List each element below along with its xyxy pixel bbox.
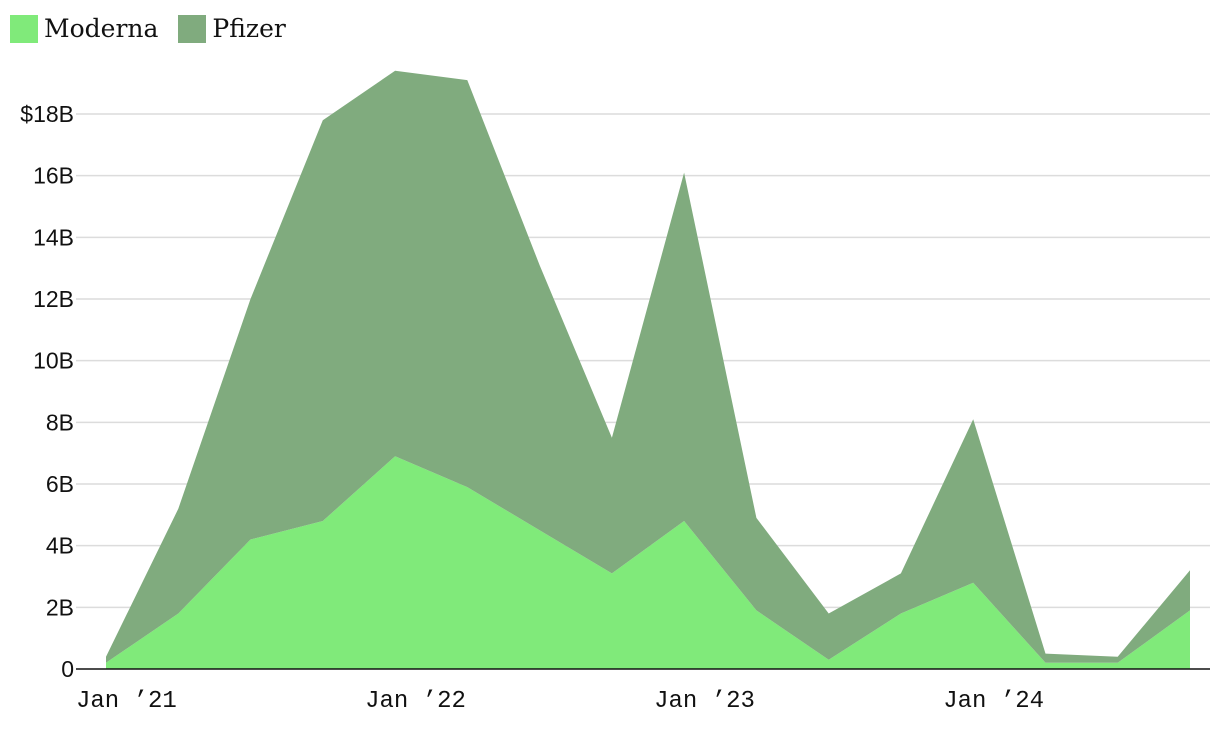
- x-tick-label: Jan ’22: [365, 688, 466, 715]
- y-tick-label: 8B: [46, 409, 74, 435]
- legend-item-pfizer: Pfizer: [178, 14, 286, 43]
- legend-swatch-pfizer: [178, 14, 207, 43]
- x-tick-label: Jan ’24: [943, 688, 1044, 715]
- y-tick-label: 10B: [33, 348, 74, 374]
- y-tick-label: $18B: [20, 101, 74, 127]
- y-tick-label: 6B: [46, 471, 74, 497]
- y-tick-label: 4B: [46, 533, 74, 559]
- legend-label-moderna: Moderna: [44, 14, 159, 43]
- area-pfizer: [106, 70, 1190, 663]
- legend-label-pfizer: Pfizer: [212, 14, 286, 43]
- legend-item-moderna: Moderna: [10, 14, 158, 43]
- y-tick-label: 2B: [46, 594, 74, 620]
- legend-swatch-moderna: [10, 14, 38, 43]
- y-tick-label: 16B: [33, 163, 74, 189]
- area-layers: [106, 70, 1190, 669]
- y-tick-label: 12B: [33, 286, 74, 312]
- area-moderna: [106, 456, 1190, 669]
- x-tick-label: Jan ’23: [654, 688, 755, 715]
- y-axis-ticks: 0 2B 4B 6B 8B 10B 12B 14B 16B $18B: [20, 101, 74, 682]
- y-tick-label: 14B: [33, 224, 74, 250]
- x-axis-ticks: Jan ’21 Jan ’22 Jan ’23 Jan ’24: [76, 688, 1044, 715]
- x-tick-label: Jan ’21: [76, 688, 177, 715]
- legend: Moderna Pfizer: [10, 14, 286, 43]
- y-tick-label: 0: [61, 656, 74, 682]
